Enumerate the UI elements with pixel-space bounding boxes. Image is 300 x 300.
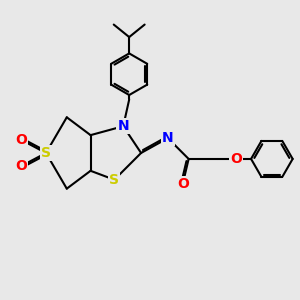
Text: O: O xyxy=(177,177,189,191)
Text: O: O xyxy=(230,152,242,166)
Text: S: S xyxy=(109,173,119,187)
Text: S: S xyxy=(41,146,51,160)
Text: O: O xyxy=(15,159,27,173)
Text: N: N xyxy=(117,119,129,133)
Text: N: N xyxy=(162,131,174,145)
Text: O: O xyxy=(15,133,27,147)
